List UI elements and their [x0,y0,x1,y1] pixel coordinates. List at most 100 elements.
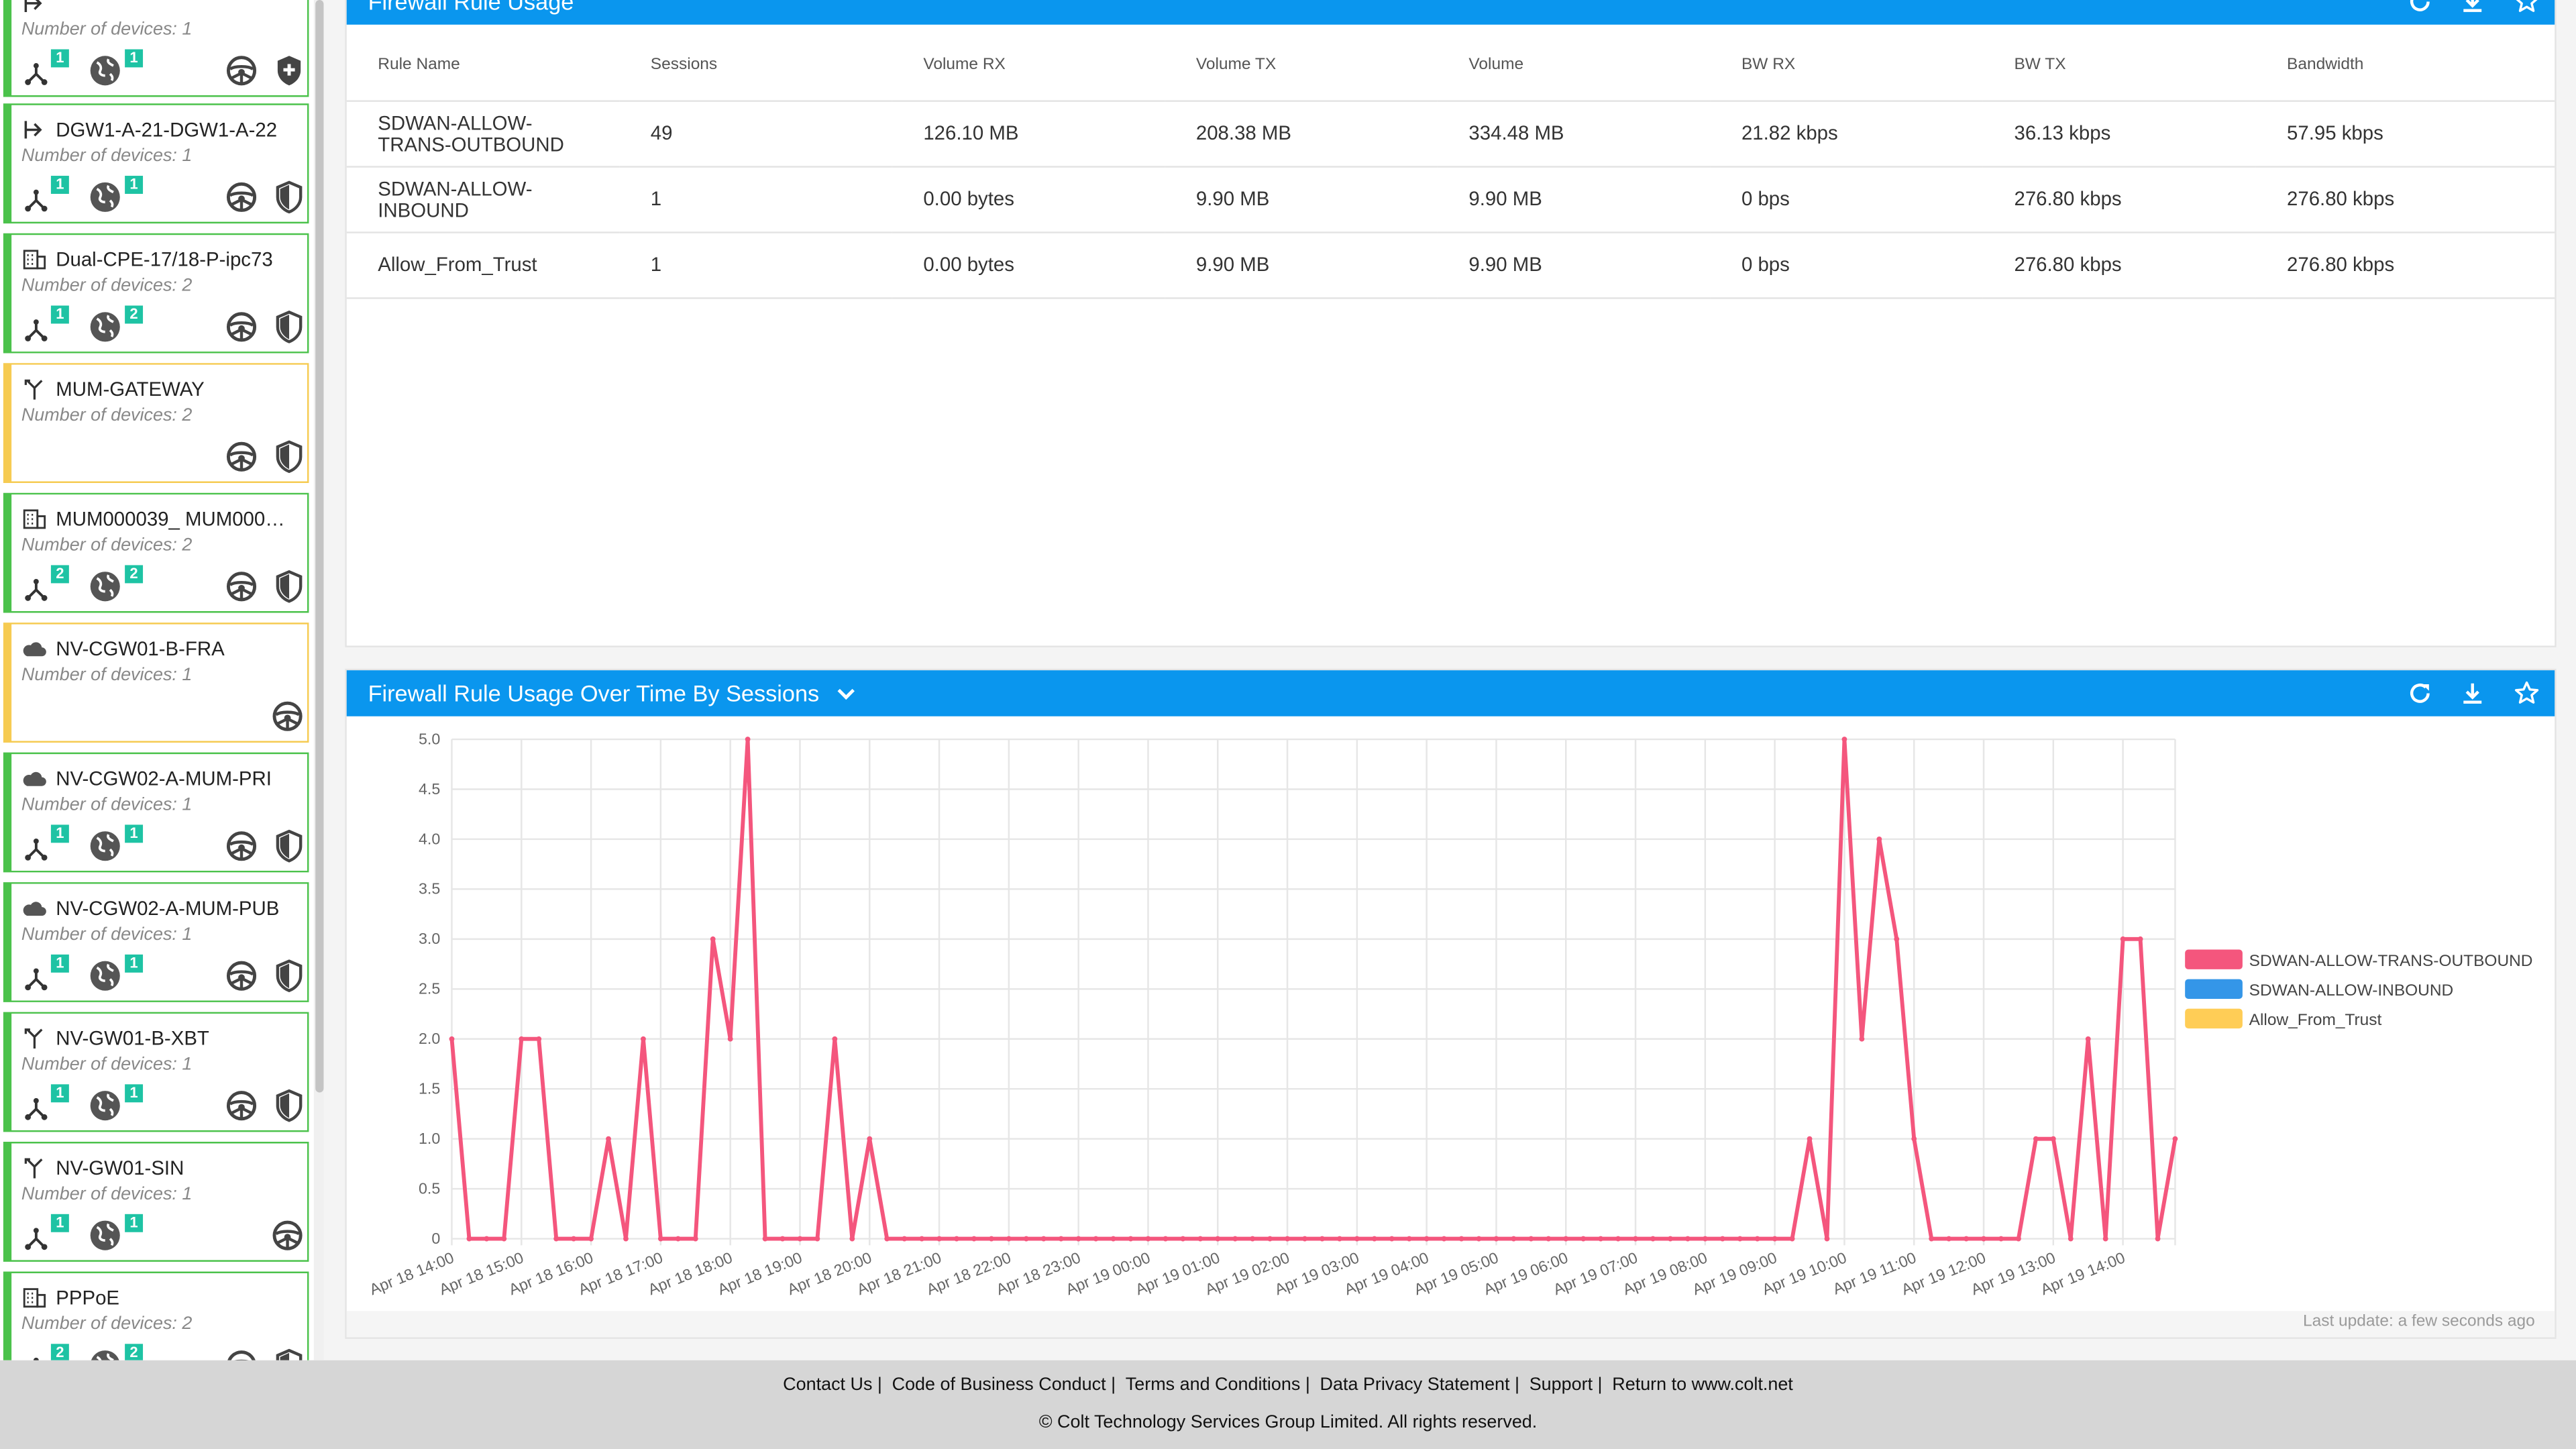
shield-plus-icon[interactable] [274,54,304,87]
data-point[interactable] [902,1236,908,1242]
data-point[interactable] [1110,1236,1116,1242]
data-point[interactable] [466,1236,472,1242]
data-point[interactable] [2172,1136,2178,1142]
legend-item[interactable]: SDWAN-ALLOW-INBOUND [2185,979,2453,1000]
data-point[interactable] [1336,1236,1342,1242]
globe-icon[interactable] [89,1219,121,1252]
footer-link[interactable]: Terms and Conditions | [1125,1375,1310,1395]
topology-icon[interactable] [23,317,49,343]
legend-item[interactable]: SDWAN-ALLOW-TRANS-OUTBOUND [2185,949,2532,970]
data-point[interactable] [936,1236,942,1242]
site-card[interactable]: NV-CGW01-B-FRA Number of devices: 1 [3,623,309,743]
data-point[interactable] [1023,1236,1029,1242]
data-point[interactable] [780,1236,786,1242]
data-point[interactable] [1702,1236,1708,1242]
steering-wheel-icon[interactable] [225,1089,258,1122]
data-point[interactable] [1684,1236,1690,1242]
download-icon[interactable] [2459,0,2485,15]
data-point[interactable] [501,1236,507,1242]
data-point[interactable] [1197,1236,1203,1242]
steering-wheel-icon[interactable] [225,311,258,343]
refresh-icon[interactable] [2407,0,2433,15]
globe-icon[interactable] [89,570,121,603]
site-card[interactable]: DGW1-A-21-DGW1-A-22 Number of devices: 1 1… [3,103,309,224]
data-point[interactable] [1075,1236,1081,1242]
data-point[interactable] [1354,1236,1360,1242]
steering-wheel-icon[interactable] [271,1219,304,1252]
data-point[interactable] [1250,1236,1256,1242]
data-point[interactable] [449,1036,455,1042]
legend-item[interactable]: Allow_From_Trust [2185,1008,2381,1029]
globe-icon[interactable] [89,959,121,992]
data-point[interactable] [2033,1136,2039,1142]
topology-icon[interactable] [23,966,49,992]
topology-icon[interactable] [23,187,49,213]
shield-icon[interactable] [274,440,304,474]
star-icon[interactable] [2514,680,2540,706]
data-point[interactable] [988,1236,994,1242]
data-point[interactable] [1040,1236,1046,1242]
shield-icon[interactable] [274,180,304,214]
data-point[interactable] [484,1236,490,1242]
data-point[interactable] [1302,1236,1307,1242]
data-point[interactable] [1946,1236,1952,1242]
data-point[interactable] [1807,1136,1813,1142]
data-point[interactable] [588,1236,594,1242]
data-point[interactable] [1859,1036,1865,1042]
data-point[interactable] [1824,1236,1830,1242]
data-point[interactable] [2155,1236,2161,1242]
topology-icon[interactable] [23,1226,49,1252]
data-point[interactable] [2137,936,2143,942]
column-header[interactable]: Sessions [619,28,892,102]
table-row[interactable]: SDWAN-ALLOW- TRANS-OUTBOUND 49 126.10 MB 20… [346,101,2555,168]
data-point[interactable] [971,1236,977,1242]
data-point[interactable] [1441,1236,1447,1242]
data-point[interactable] [745,737,751,742]
steering-wheel-icon[interactable] [225,570,258,603]
data-point[interactable] [1772,1236,1778,1242]
steering-wheel-icon[interactable] [225,180,258,213]
data-point[interactable] [1929,1236,1935,1242]
data-point[interactable] [1546,1236,1552,1242]
data-point[interactable] [1615,1236,1621,1242]
shield-icon[interactable] [274,1348,304,1360]
data-point[interactable] [797,1236,803,1242]
data-point[interactable] [1563,1236,1569,1242]
data-point[interactable] [2050,1136,2056,1142]
shield-icon[interactable] [274,829,304,863]
data-point[interactable] [2102,1236,2108,1242]
column-header[interactable]: Rule Name [346,28,620,102]
data-point[interactable] [1737,1236,1743,1242]
data-point[interactable] [1163,1236,1169,1242]
chevron-down-icon[interactable] [835,682,857,704]
download-icon[interactable] [2459,680,2485,706]
data-point[interactable] [571,1236,577,1242]
data-point[interactable] [1841,737,1847,742]
data-point[interactable] [867,1136,873,1142]
column-header[interactable]: Bandwidth [2255,28,2555,102]
data-point[interactable] [1650,1236,1656,1242]
data-point[interactable] [1058,1236,1064,1242]
globe-icon[interactable] [89,1349,121,1360]
globe-icon[interactable] [89,54,121,87]
data-point[interactable] [1789,1236,1795,1242]
topology-icon[interactable] [23,577,49,603]
data-point[interactable] [1668,1236,1673,1242]
data-point[interactable] [1719,1236,1725,1242]
globe-icon[interactable] [89,180,121,213]
data-point[interactable] [1894,936,1900,942]
data-point[interactable] [1754,1236,1760,1242]
site-card[interactable]: Dual-CPE-17/18-P-ipc73 Number of devices:… [3,233,309,354]
table-row[interactable]: SDWAN-ALLOW- INBOUND 1 0.00 bytes 9.90 MB 9.… [346,166,2555,233]
data-point[interactable] [849,1236,855,1242]
column-header[interactable]: Volume RX [892,28,1165,102]
data-point[interactable] [762,1236,768,1242]
column-header[interactable]: BW RX [1710,28,1983,102]
refresh-icon[interactable] [2407,680,2433,706]
steering-wheel-icon[interactable] [225,830,258,863]
data-point[interactable] [1006,1236,1012,1242]
